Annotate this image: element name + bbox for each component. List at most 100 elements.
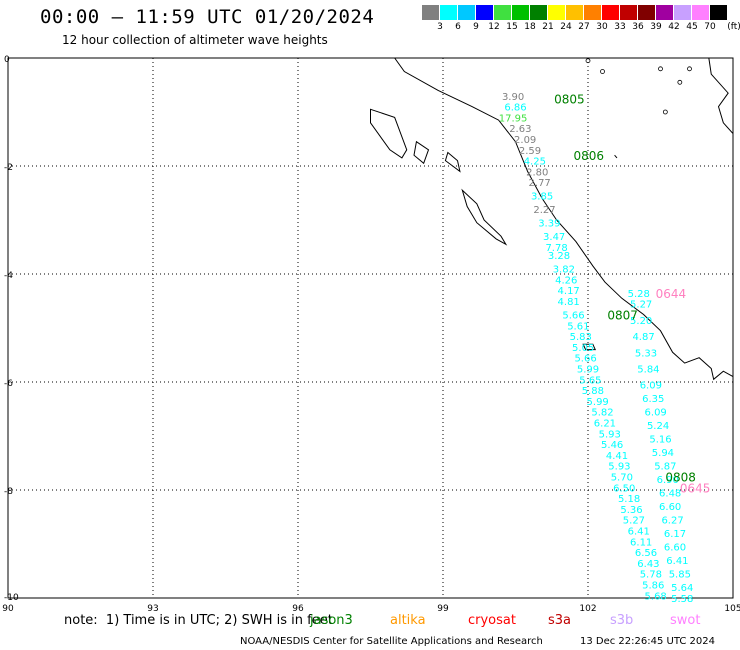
swh-value-label: 5.87 <box>654 462 676 473</box>
legend-swatch <box>476 5 494 20</box>
swh-value-label: 5.28 <box>628 289 650 300</box>
swh-value-label: 4.81 <box>558 297 580 308</box>
swh-value-label: 6.09 <box>640 381 662 392</box>
swh-value-label: 6.48 <box>659 489 681 500</box>
swh-value-label: 5.70 <box>611 473 633 484</box>
swh-value-label: 4.41 <box>606 451 628 462</box>
island-outline <box>444 151 461 173</box>
legend-tick-label: 6 <box>455 22 461 32</box>
legend-swatch <box>674 5 692 20</box>
swh-value-label: 5.58 <box>671 594 693 605</box>
swh-value-label: 6.60 <box>664 543 686 554</box>
y-tick-label: -2 <box>4 163 13 173</box>
islet-marker <box>600 69 605 74</box>
swh-value-label: 4.26 <box>555 275 577 286</box>
color-legend: 3 6 9 12 15 18 21 24 27 30 33 36 39 42 45 70 (ft) <box>422 5 740 34</box>
legend-swatches <box>422 5 728 20</box>
swh-value-label: 2.59 <box>519 146 541 157</box>
swh-value-label: 2.63 <box>509 124 531 135</box>
swh-value-label: 5.33 <box>635 348 657 359</box>
legend-swatch <box>440 5 458 20</box>
swh-value-label: 6.90 <box>657 475 679 486</box>
island-outline <box>413 140 430 165</box>
swh-value-label: 5.68 <box>645 591 667 602</box>
legend-swatch <box>548 5 566 20</box>
swh-value-label: 5.65 <box>579 375 601 386</box>
generated-timestamp: 13 Dec 22:26:45 UTC 2024 <box>580 636 715 647</box>
satellite-label-altika: altika <box>390 613 426 628</box>
legend-tick-label: 21 <box>542 22 554 32</box>
legend-ticks: 3 6 9 12 15 18 21 24 27 30 33 36 39 42 45 70 (ft) <box>422 20 740 34</box>
swh-value-label: 5.84 <box>637 365 659 376</box>
legend-swatch <box>692 5 710 20</box>
x-tick-label: 96 <box>292 604 304 614</box>
swh-value-label: 3.82 <box>553 265 575 276</box>
swh-value-label: 6.21 <box>594 419 616 430</box>
swh-value-label: 6.27 <box>661 516 683 527</box>
swh-value-label: 6.11 <box>630 537 652 548</box>
swh-value-label: 5.83 <box>570 332 592 343</box>
legend-tick-label: 27 <box>578 22 590 32</box>
legend-swatch <box>494 5 512 20</box>
legend-swatch <box>584 5 602 20</box>
track-time-label: 0807 <box>607 309 638 323</box>
legend-tick-label: 45 <box>686 22 698 32</box>
swh-value-label: 5.99 <box>587 397 609 408</box>
satellite-label-s3b: s3b <box>610 613 634 628</box>
island-outline <box>614 154 618 159</box>
legend-tick-label: 42 <box>668 22 680 32</box>
swh-value-label: 4.17 <box>558 286 580 297</box>
swh-value-label: 6.56 <box>635 548 657 559</box>
credit-text: NOAA/NESDIS Center for Satellite Applica… <box>240 636 543 647</box>
x-tick-label: 99 <box>437 604 449 614</box>
swh-value-label: 6.86 <box>504 103 526 114</box>
legend-swatch <box>656 5 674 20</box>
legend-swatch <box>458 5 476 20</box>
swh-value-label: 5.88 <box>582 386 604 397</box>
swh-value-label: 3.39 <box>538 219 560 230</box>
swh-value-label: 2.80 <box>526 167 548 178</box>
swh-value-label: 3.90 <box>502 92 524 103</box>
islet-marker <box>687 66 692 72</box>
track-time-label: 0644 <box>656 287 687 301</box>
y-tick-label: -6 <box>4 379 13 389</box>
swh-value-label: 5.20 <box>630 316 652 327</box>
swh-value-label: 6.09 <box>645 408 667 419</box>
satellite-label-cryosat: cryosat <box>468 613 516 628</box>
units-note: note: 1) Time is in UTC; 2) SWH is in fe… <box>64 613 333 628</box>
legend-tick-label: 18 <box>524 22 536 32</box>
island-outline <box>370 108 408 159</box>
satellite-label-swot: swot <box>670 613 701 628</box>
swh-value-label: 6.60 <box>659 502 681 513</box>
swh-value-label: 5.61 <box>567 321 589 332</box>
swh-value-label: 4.25 <box>524 157 546 168</box>
legend-tick-label: 30 <box>596 22 608 32</box>
swh-value-label: 3.85 <box>531 192 553 203</box>
legend-swatch <box>566 5 584 20</box>
satellite-label-s3a: s3a <box>548 613 572 628</box>
swh-value-label: 5.85 <box>669 570 691 581</box>
swh-value-label: 3.47 <box>543 232 565 243</box>
legend-swatch <box>422 5 440 20</box>
chart-subtitle: 12 hour collection of altimeter wave hei… <box>62 33 328 47</box>
swh-value-label: 2.27 <box>533 205 555 216</box>
x-tick-label: 93 <box>147 604 158 614</box>
swh-value-label: 2.09 <box>514 135 536 146</box>
y-tick-label: -10 <box>4 593 19 603</box>
legend-tick-label: 36 <box>632 22 644 32</box>
track-time-label: 0805 <box>554 93 585 107</box>
legend-swatch <box>530 5 548 20</box>
swh-value-label: 5.24 <box>647 421 669 432</box>
swh-value-label: 5.93 <box>608 462 630 473</box>
swh-value-label: 3.28 <box>548 251 570 262</box>
track-time-label: 0808 <box>665 471 696 485</box>
swh-value-label: 5.27 <box>623 516 645 527</box>
swh-value-label: 5.46 <box>601 440 623 451</box>
legend-swatch <box>710 5 728 20</box>
swh-value-label: 5.99 <box>577 365 599 376</box>
y-tick-label: -8 <box>4 487 13 497</box>
swh-value-label: 5.18 <box>618 494 640 505</box>
islet-marker <box>677 79 683 85</box>
track-time-label: 0645 <box>680 481 711 495</box>
